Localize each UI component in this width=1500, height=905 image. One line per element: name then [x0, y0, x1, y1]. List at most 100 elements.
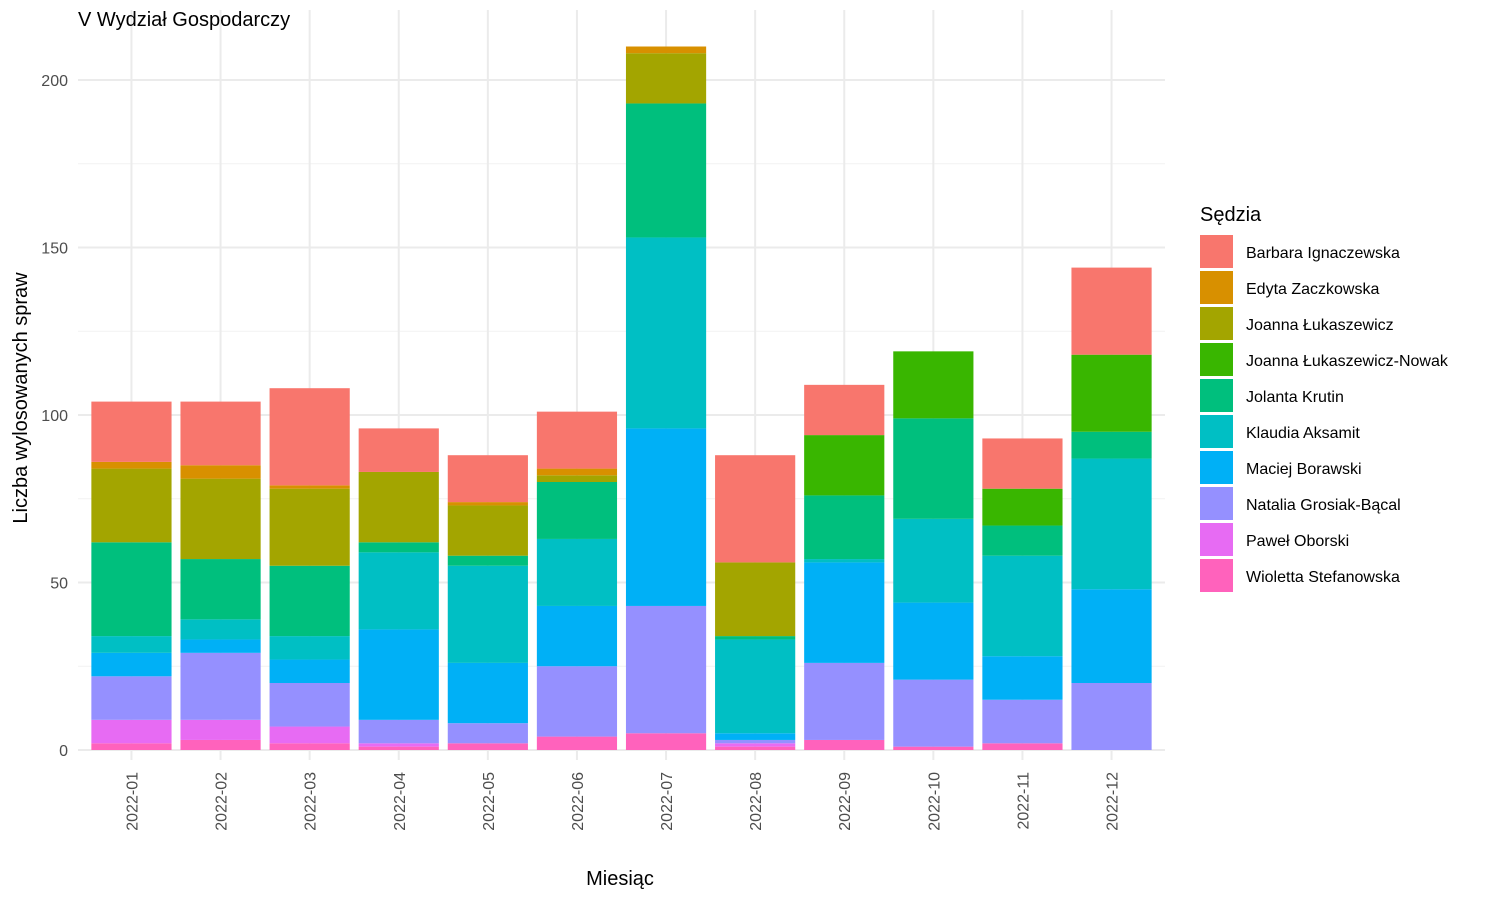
bar-segment	[358, 743, 439, 747]
bar-segment	[269, 636, 350, 660]
bar-segment	[269, 485, 350, 489]
y-axis-title: Liczba wylosowanych spraw	[10, 272, 32, 524]
bar-segment	[447, 555, 528, 566]
bar-segment	[1071, 431, 1152, 459]
bar-segment	[91, 652, 172, 677]
legend-key	[1200, 451, 1233, 484]
bar-segment	[91, 719, 172, 744]
legend-label: Klaudia Aksamit	[1246, 425, 1360, 442]
legend-key	[1200, 559, 1233, 592]
bar-segment	[358, 471, 439, 543]
legend-label: Maciej Borawski	[1246, 461, 1362, 478]
bar-segment	[91, 468, 172, 543]
bar-segment	[358, 552, 439, 630]
bar-segment	[715, 639, 796, 734]
bar-segment	[625, 103, 707, 238]
bar-segment	[180, 652, 261, 720]
x-tick-label: 2022-02	[214, 772, 231, 831]
x-axis-title: Miesiąc	[586, 868, 654, 890]
bar-segment	[625, 733, 707, 750]
legend-title: Sędzia	[1200, 204, 1262, 226]
legend-label: Joanna Łukaszewicz-Nowak	[1246, 353, 1449, 370]
bar-segment	[91, 542, 172, 637]
bar-segment	[536, 411, 618, 469]
bar-segment	[180, 401, 261, 466]
bar-segment	[1071, 683, 1152, 750]
bar-segment	[536, 605, 618, 667]
bar-segment	[180, 559, 261, 620]
legend-key	[1200, 235, 1233, 268]
legend-label: Barbara Ignaczewska	[1246, 245, 1400, 262]
bar-segment	[715, 743, 796, 747]
bar-segment	[358, 746, 439, 750]
bar-segment	[536, 468, 618, 476]
bar-segment	[893, 418, 974, 519]
bar-segment	[625, 46, 707, 54]
bar-segment	[715, 739, 796, 744]
bar-segment	[715, 636, 796, 640]
bar-segment	[269, 743, 350, 750]
bar-segment	[91, 636, 172, 653]
y-tick-label: 100	[41, 408, 68, 425]
bar-segment	[1071, 267, 1152, 355]
bar-segment	[180, 619, 261, 640]
x-tick-label: 2022-01	[124, 772, 141, 831]
chart-title: V Wydział Gospodarczy	[78, 9, 290, 31]
bar-segment	[536, 482, 618, 539]
bar-segment	[358, 428, 439, 472]
bar-segment	[447, 502, 528, 506]
bar-segment	[269, 488, 350, 566]
bar-segment	[180, 719, 261, 740]
bar-segment	[269, 659, 350, 683]
x-tick-label: 2022-11	[1015, 772, 1032, 830]
bar-segment	[1071, 589, 1152, 683]
bar-segment	[625, 53, 707, 104]
bar-segment	[715, 455, 796, 563]
bar-segment	[447, 743, 528, 750]
bar-segment	[804, 562, 885, 663]
legend-key	[1200, 487, 1233, 520]
bar-segment	[447, 723, 528, 744]
bar-segment	[358, 719, 439, 744]
bar-segment	[804, 739, 885, 750]
bar-segment	[180, 465, 261, 479]
bar-segment	[625, 237, 707, 429]
bar-segment	[1071, 458, 1152, 590]
bar-segment	[804, 435, 885, 496]
bar-segment	[91, 676, 172, 720]
legend-key	[1200, 415, 1233, 448]
bar-segment	[536, 538, 618, 606]
bar-segment	[447, 662, 528, 724]
x-tick-label: 2022-03	[303, 772, 320, 831]
bar-segment	[982, 555, 1063, 657]
legend-key	[1200, 379, 1233, 412]
bar-segment	[269, 726, 350, 744]
legend: Sędzia Barbara Ignaczewska Edyta Zaczkows…	[1200, 204, 1449, 592]
bar-segment	[91, 461, 172, 469]
bar-segment	[180, 739, 261, 750]
y-tick-label: 0	[59, 743, 68, 760]
bar-segment	[804, 559, 885, 563]
bar-segment	[715, 562, 796, 637]
legend-label: Edyta Zaczkowska	[1246, 281, 1379, 298]
bar-segment	[447, 455, 528, 503]
legend-label: Paweł Oborski	[1246, 533, 1349, 550]
x-tick-label: 2022-04	[392, 772, 409, 831]
bar-segment	[180, 478, 261, 560]
bar-segment	[536, 666, 618, 737]
bar-segment	[269, 683, 350, 727]
bars	[91, 46, 1152, 750]
x-tick-label: 2022-12	[1105, 772, 1122, 831]
x-tick-label: 2022-08	[748, 772, 765, 831]
bar-segment	[982, 525, 1063, 556]
legend-key	[1200, 523, 1233, 556]
bar-segment	[893, 679, 974, 747]
bar-segment	[625, 605, 707, 734]
legend-key	[1200, 307, 1233, 340]
legend-label: Jolanta Krutin	[1246, 389, 1344, 406]
bar-segment	[715, 746, 796, 750]
bar-segment	[982, 656, 1063, 700]
bar-segment	[893, 351, 974, 419]
x-tick-label: 2022-10	[926, 772, 943, 831]
